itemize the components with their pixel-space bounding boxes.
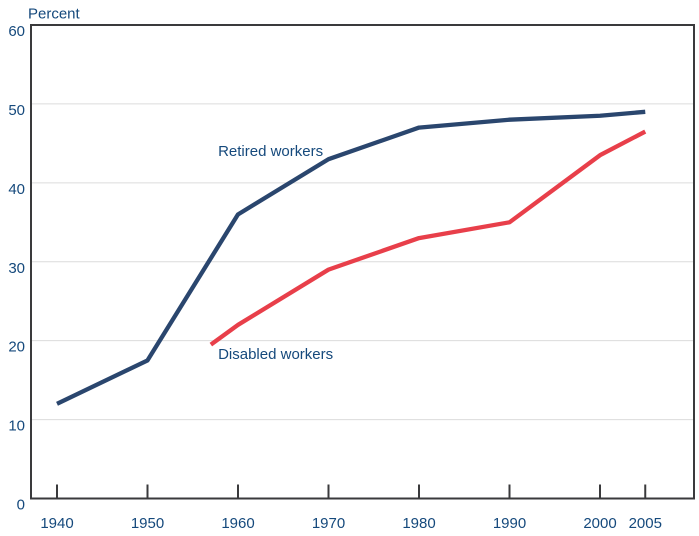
gridlines — [32, 103, 693, 421]
series-line-disabled-workers — [209, 129, 647, 347]
x-tick-label: 2005 — [629, 515, 662, 532]
x-tick-label: 1990 — [493, 515, 526, 532]
plot-border — [30, 24, 695, 500]
y-tick-label: 30 — [8, 260, 25, 277]
x-tick-label: 1970 — [312, 515, 345, 532]
series-line-retired-workers — [56, 109, 646, 406]
x-axis-ticks — [56, 484, 647, 498]
y-tick-label: 20 — [8, 339, 25, 356]
x-tick-label: 2000 — [583, 515, 616, 532]
series-label-disabled-workers: Disabled workers — [218, 346, 333, 363]
y-axis-labels: 0 10 20 30 40 50 60 — [8, 23, 25, 514]
y-tick-label: 40 — [8, 181, 25, 198]
y-tick-label: 10 — [8, 418, 25, 435]
y-axis-title: Percent — [28, 6, 81, 23]
y-tick-label: 60 — [8, 23, 25, 40]
x-tick-label: 1980 — [402, 515, 435, 532]
series-label-retired-workers: Retired workers — [218, 143, 323, 160]
x-tick-label: 1950 — [131, 515, 164, 532]
x-tick-label: 1940 — [40, 515, 73, 532]
y-tick-label: 50 — [8, 102, 25, 119]
x-axis-labels: 1940 1950 1960 1970 1980 1990 2000 2005 — [40, 515, 662, 532]
y-tick-label: 0 — [17, 497, 25, 514]
x-tick-label: 1960 — [221, 515, 254, 532]
